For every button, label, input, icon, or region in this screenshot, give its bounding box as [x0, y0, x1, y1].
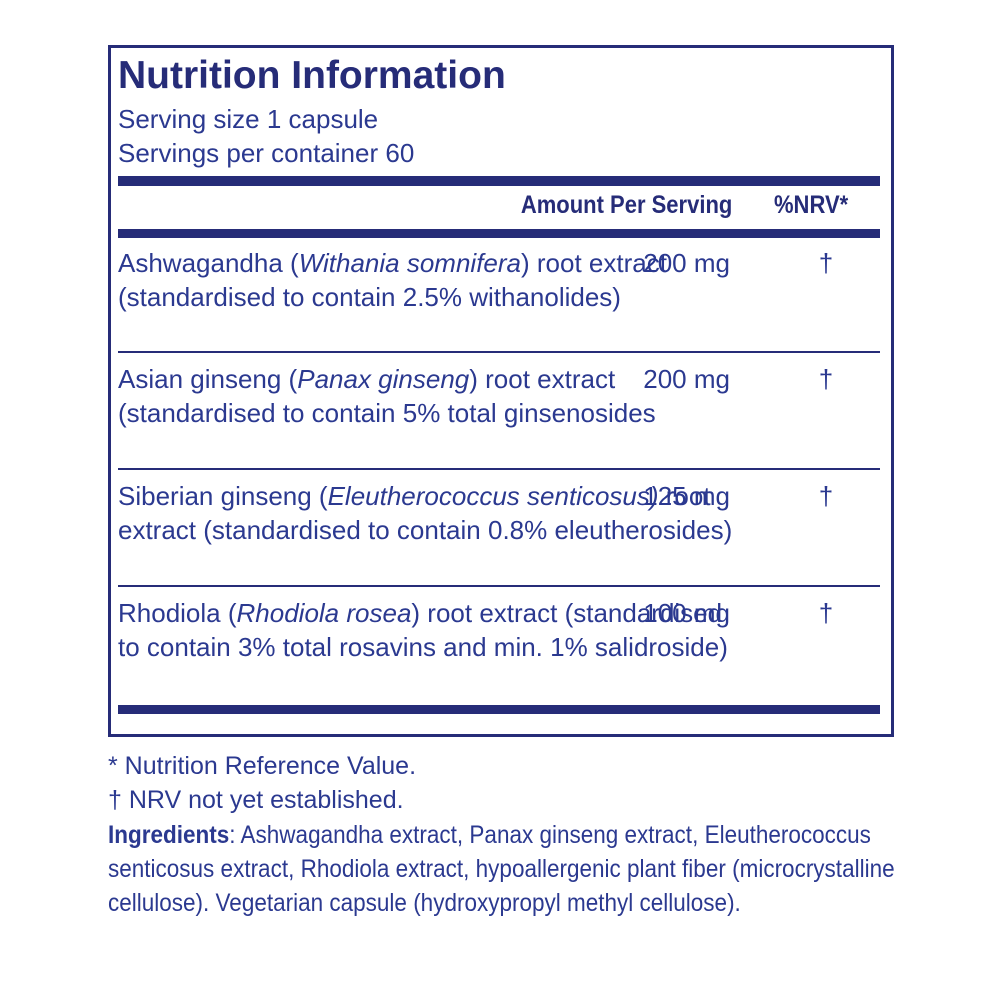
latin-name: Withania somnifera: [298, 248, 521, 278]
ingredient-name: Rhodiola (Rhodiola rosea) root extract (…: [118, 596, 738, 664]
ingredients: Ingredients: Ashwagandha extract, Panax …: [108, 818, 900, 920]
name-part: ) root extract (standardised to contain …: [118, 364, 656, 428]
amount: 200 mg: [643, 248, 730, 278]
name-part: ) root extract (standardised to contain …: [118, 248, 667, 312]
label-box: [108, 45, 894, 737]
ingredients-label: Ingredients: [108, 821, 230, 849]
latin-name: Panax ginseng: [297, 364, 470, 394]
footnote: * Nutrition Reference Value.: [108, 752, 417, 780]
name-part: Siberian ginseng (: [118, 481, 328, 511]
title: Nutrition Information: [118, 54, 506, 97]
latin-name: Eleutherococcus senticosus): [327, 481, 659, 511]
ingredient-name: Siberian ginseng (Eleutherococcus sentic…: [118, 479, 738, 547]
serving-size: Serving size 1 capsule: [118, 104, 379, 134]
divider-bar: [118, 229, 880, 238]
row-divider: [118, 351, 880, 353]
name-part: ) root extract (standardised to contain …: [118, 598, 728, 662]
ingredients-text: : Ashwagandha extract, Panax ginseng ext…: [108, 821, 895, 917]
divider-bar: [118, 176, 880, 186]
nrv: †: [818, 598, 834, 628]
name-part: Ashwagandha (: [118, 248, 299, 278]
nrv: †: [818, 481, 834, 511]
name-part: Rhodiola (: [118, 598, 237, 628]
nrv: †: [818, 248, 834, 278]
name-part: root extract (standardised to contain 0.…: [118, 481, 733, 545]
amount: 125 mg: [643, 481, 730, 511]
latin-name: Rhodiola rosea: [236, 598, 412, 628]
ingredient-name: Asian ginseng (Panax ginseng) root extra…: [118, 362, 738, 430]
name-part: Asian ginseng (: [118, 364, 298, 394]
nrv: †: [818, 364, 834, 394]
amount: 200 mg: [643, 364, 730, 394]
servings-per-container: Servings per container 60: [118, 138, 415, 168]
column-header: Amount Per Serving: [520, 191, 732, 219]
column-header: %NRV*: [774, 191, 849, 219]
row-divider: [118, 468, 880, 470]
amount: 100 mg: [643, 598, 730, 628]
row-divider: [118, 585, 880, 587]
divider-bar: [118, 705, 880, 714]
footnote: † NRV not yet established.: [108, 786, 404, 814]
ingredient-name: Ashwagandha (Withania somnifera) root ex…: [118, 246, 738, 314]
